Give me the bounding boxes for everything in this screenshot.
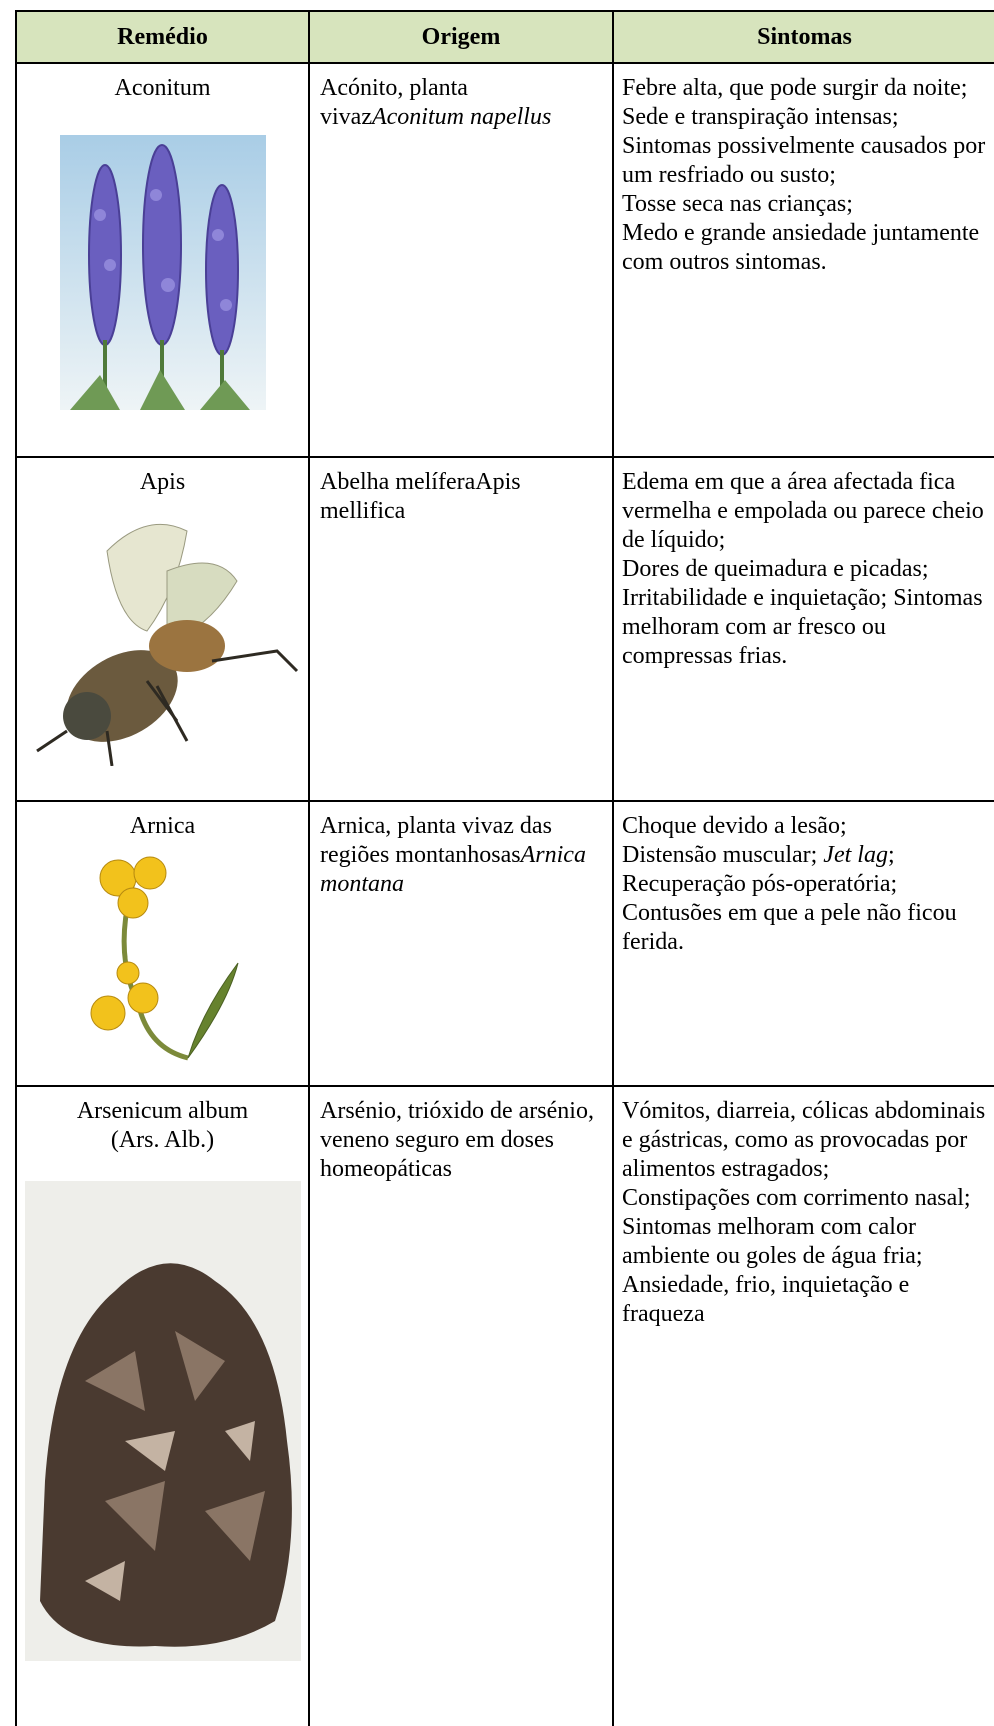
row: Apis Abelha melíferaApis mellifica Edema… bbox=[15, 456, 994, 802]
origin-text: Abelha melíferaApis mellifica bbox=[320, 469, 521, 524]
symptoms-cell: Edema em que a área afectada fica vermel… bbox=[612, 456, 994, 802]
symptom: Ansiedade, frio, inquietação e fraqueza bbox=[622, 1272, 910, 1327]
bee-image bbox=[35, 523, 298, 766]
remedy-name: Arsenicum album bbox=[76, 1098, 249, 1124]
symptom-text: Distensão muscular; bbox=[622, 842, 818, 868]
remedy-cell: Aconitum bbox=[15, 62, 310, 458]
origin-latin: Arnica montana bbox=[320, 842, 586, 897]
remedy-cell: Apis bbox=[15, 456, 310, 802]
symptom: Febre alta, que pode surgir da noite; bbox=[622, 75, 968, 101]
row: Aconitum Acónito, planta vivazAconitum n… bbox=[15, 62, 994, 458]
column-header: Origem bbox=[308, 10, 614, 64]
row: Arsenicum album (Ars. Alb.) Arsénio, tri… bbox=[15, 1085, 994, 1726]
origin-cell: Abelha melíferaApis mellifica bbox=[308, 456, 614, 802]
symptom: Edema em que a área afectada fica vermel… bbox=[622, 469, 984, 553]
remedy-cell: Arnica bbox=[15, 800, 310, 1087]
remedy-name: Aconitum bbox=[114, 75, 211, 101]
symptom-text: ; bbox=[887, 842, 895, 868]
arsenic-image bbox=[24, 1181, 301, 1661]
aconitum-image bbox=[59, 135, 266, 410]
arnica-image bbox=[90, 856, 238, 1061]
origin-text: Arnica, planta vivaz das regiões montanh… bbox=[320, 813, 552, 868]
symptom: Sintomas melhoram com calor ambiente ou … bbox=[622, 1214, 923, 1269]
symptom: Vómitos, diarreia, cólicas abdominais e … bbox=[622, 1098, 986, 1182]
symptom: Tosse seca nas crianças; bbox=[622, 191, 853, 217]
symptom: Sede e transpiração intensas; bbox=[622, 104, 899, 130]
column-header: Remédio bbox=[15, 10, 310, 64]
symptoms-cell: Choque devido a lesão; Distensão muscula… bbox=[612, 800, 994, 1087]
symptom: Recuperação pós-operatória; Contusões em… bbox=[622, 871, 957, 955]
symptom-italic: Jet lag bbox=[823, 842, 888, 868]
symptom: Sintomas possivelmente causados por um r… bbox=[622, 133, 986, 188]
symptom: Dores de queimadura e picadas; Irritabil… bbox=[622, 556, 983, 669]
remedy-name: Arnica bbox=[129, 813, 196, 839]
symptom: Distensão muscular; Jet lag; bbox=[622, 841, 993, 870]
row: Arnica Arnica, planta vivaz das regiões … bbox=[15, 800, 994, 1087]
symptom: Constipações com corrimento nasal; bbox=[622, 1185, 971, 1211]
origin-latin: Aconitum napellus bbox=[371, 104, 552, 130]
column-header: Sintomas bbox=[612, 10, 994, 64]
remedy-cell: Arsenicum album (Ars. Alb.) bbox=[15, 1085, 310, 1726]
origin-cell: Arsénio, trióxido de arsénio, veneno seg… bbox=[308, 1085, 614, 1726]
symptom: Choque devido a lesão; bbox=[622, 813, 847, 839]
symptoms-cell: Vómitos, diarreia, cólicas abdominais e … bbox=[612, 1085, 994, 1726]
origin-cell: Acónito, planta vivazAconitum napellus bbox=[308, 62, 614, 458]
origin-text: Arsénio, trióxido de arsénio, veneno seg… bbox=[320, 1098, 594, 1182]
remedy-table: Remédio Origem Sintomas Aconitum Acónito… bbox=[15, 10, 994, 1726]
origin-cell: Arnica, planta vivaz das regiões montanh… bbox=[308, 800, 614, 1087]
remedy-name: Apis bbox=[139, 469, 186, 495]
origin-text: Acónito, planta vivaz bbox=[320, 75, 468, 130]
symptom: Medo e grande ansiedade juntamente com o… bbox=[622, 220, 980, 275]
header-row: Remédio Origem Sintomas bbox=[15, 10, 994, 64]
remedy-abbreviation: (Ars. Alb.) bbox=[110, 1127, 215, 1153]
symptoms-cell: Febre alta, que pode surgir da noite; Se… bbox=[612, 62, 994, 458]
